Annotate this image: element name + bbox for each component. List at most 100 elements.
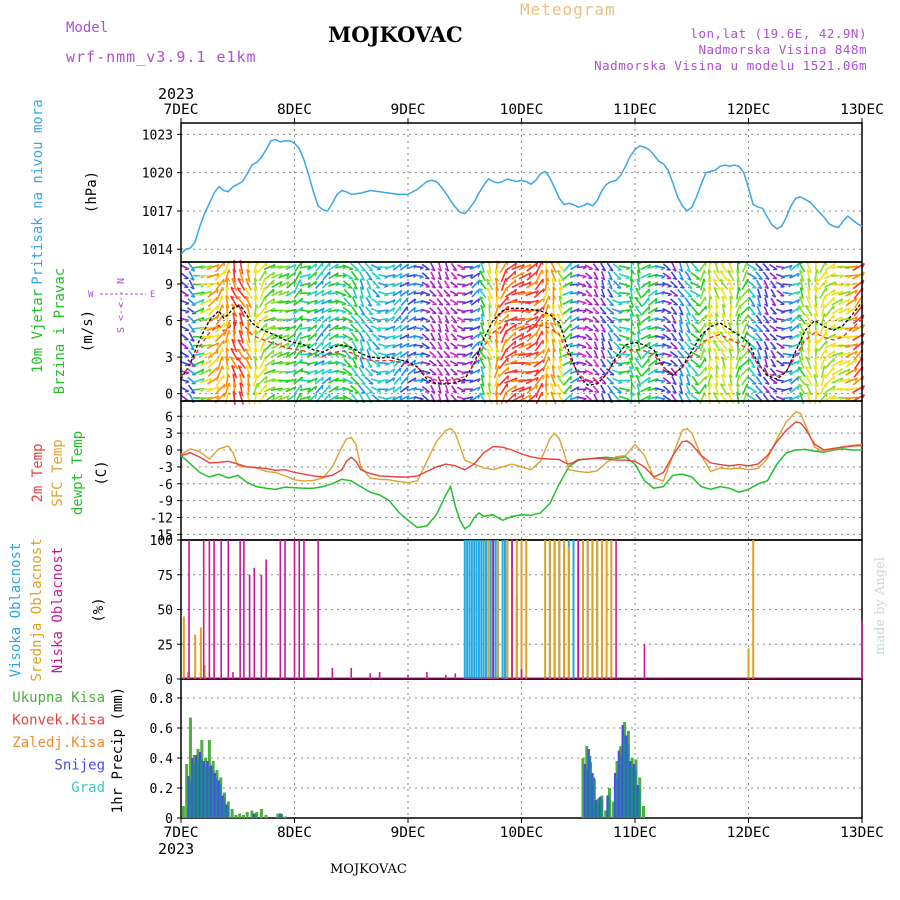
wind-arrowhead [480, 365, 485, 370]
wind-arrowhead [635, 305, 640, 309]
wind-arrowhead [552, 303, 556, 308]
wind-arrowhead [714, 382, 719, 387]
wind-arrow [830, 387, 844, 392]
wind-arrow [299, 273, 311, 279]
wind-arrow [259, 296, 267, 308]
wind-arrowhead [216, 350, 219, 355]
wind-arrowhead [727, 330, 732, 334]
wind-arrow [350, 262, 360, 272]
wind-arrow [698, 357, 707, 369]
wind-arrow [563, 314, 572, 325]
wind-arrow [755, 262, 764, 272]
wind-arrowhead [558, 295, 563, 300]
wind-arrow [798, 357, 805, 369]
wind-arrow [563, 323, 572, 333]
wind-arrowhead [461, 311, 466, 314]
wind-arrowhead [823, 313, 827, 318]
wind-arrowhead [487, 295, 492, 300]
wind-arrow [685, 384, 691, 395]
wind-arrow [215, 374, 225, 387]
wind-arrowhead [737, 321, 741, 326]
wind-arrowhead [686, 330, 691, 334]
wind-arrow [679, 323, 684, 334]
wind-arrowhead [798, 322, 803, 326]
wind-arrowhead [431, 347, 436, 350]
wind-arrow [199, 283, 213, 286]
wind-arrowhead [833, 376, 835, 381]
wind-arrow [328, 272, 339, 280]
wind-arrowhead [507, 375, 510, 380]
wind-arrow [535, 382, 543, 396]
wind-arrow [478, 340, 487, 351]
wind-arrowhead [713, 269, 718, 273]
wind-arrowhead [738, 313, 742, 318]
wind-arrow [252, 321, 259, 335]
wind-arrowhead [710, 374, 713, 379]
wind-arrowhead [800, 348, 804, 352]
wind-arrowhead [739, 296, 742, 301]
wind-arrowhead [360, 304, 365, 308]
wind-arrowhead [550, 373, 555, 378]
wind-arrow [844, 282, 858, 287]
high-cloud-bar [463, 540, 466, 679]
wind-arrowhead [399, 386, 403, 391]
wind-arrowhead [392, 299, 396, 304]
wind-arrowhead [816, 269, 820, 274]
wind-arrow [413, 318, 424, 321]
wind-arrow [755, 332, 763, 342]
wind-arrow [525, 290, 539, 297]
wind-arrow [504, 349, 517, 359]
wind-arrowhead [445, 303, 451, 306]
wind-arrow [335, 360, 347, 366]
wind-arrow [456, 325, 466, 331]
wind-arrow [206, 376, 219, 385]
wind-arrowhead [594, 303, 599, 307]
total-rain-bar [185, 764, 189, 818]
wind-arrow [187, 262, 196, 272]
wind-arrow [207, 349, 219, 359]
wind-arrow [719, 340, 729, 352]
wind-arrowhead [631, 269, 635, 275]
wind-arrow [199, 344, 213, 348]
wind-arrow [285, 263, 297, 271]
wind-arrow [199, 377, 212, 384]
wind-arrowhead [437, 337, 442, 342]
2m-temp-line [180, 421, 863, 478]
wind-legend-1: 10m Vjetar [30, 289, 46, 373]
wind-arrow [748, 366, 756, 377]
wind-arrowhead [763, 303, 768, 307]
wind-arrowhead [765, 321, 770, 324]
wind-arrowhead [495, 391, 500, 396]
wind-arrowhead [190, 330, 195, 333]
wind-arrow [450, 271, 458, 280]
wind-arrowhead [437, 390, 442, 394]
wind-arrow [636, 278, 641, 291]
wind-arrow [463, 335, 474, 339]
wind-arrow [371, 386, 382, 393]
wind-arrowhead [789, 326, 793, 331]
wind-arrow [838, 368, 851, 376]
wind-arrowhead [618, 320, 623, 323]
wind-arrow [498, 366, 510, 377]
wind-arrow [429, 341, 437, 350]
wind-arrow [278, 300, 290, 304]
wind-arrow [214, 331, 226, 343]
wind-arrowhead [314, 263, 318, 268]
wind-arrow [244, 339, 252, 352]
wind-arrowhead [593, 285, 598, 290]
wind-arrowhead [359, 286, 364, 291]
wind-arrowhead [514, 393, 517, 398]
wind-arrow [518, 317, 532, 322]
wind-arrow [640, 315, 651, 324]
wind-arrow [350, 376, 360, 385]
wind-arrowhead [854, 316, 859, 321]
wind-arrow [377, 309, 389, 312]
wind-arrow [487, 260, 492, 274]
wind-arrow [278, 395, 290, 401]
wind-arrow [601, 341, 605, 351]
wind-arrow [790, 376, 800, 385]
wind-arrow [463, 351, 473, 358]
wind-arrowhead [184, 390, 189, 393]
wind-arrow [707, 365, 712, 378]
wind-arrowhead [673, 347, 678, 350]
